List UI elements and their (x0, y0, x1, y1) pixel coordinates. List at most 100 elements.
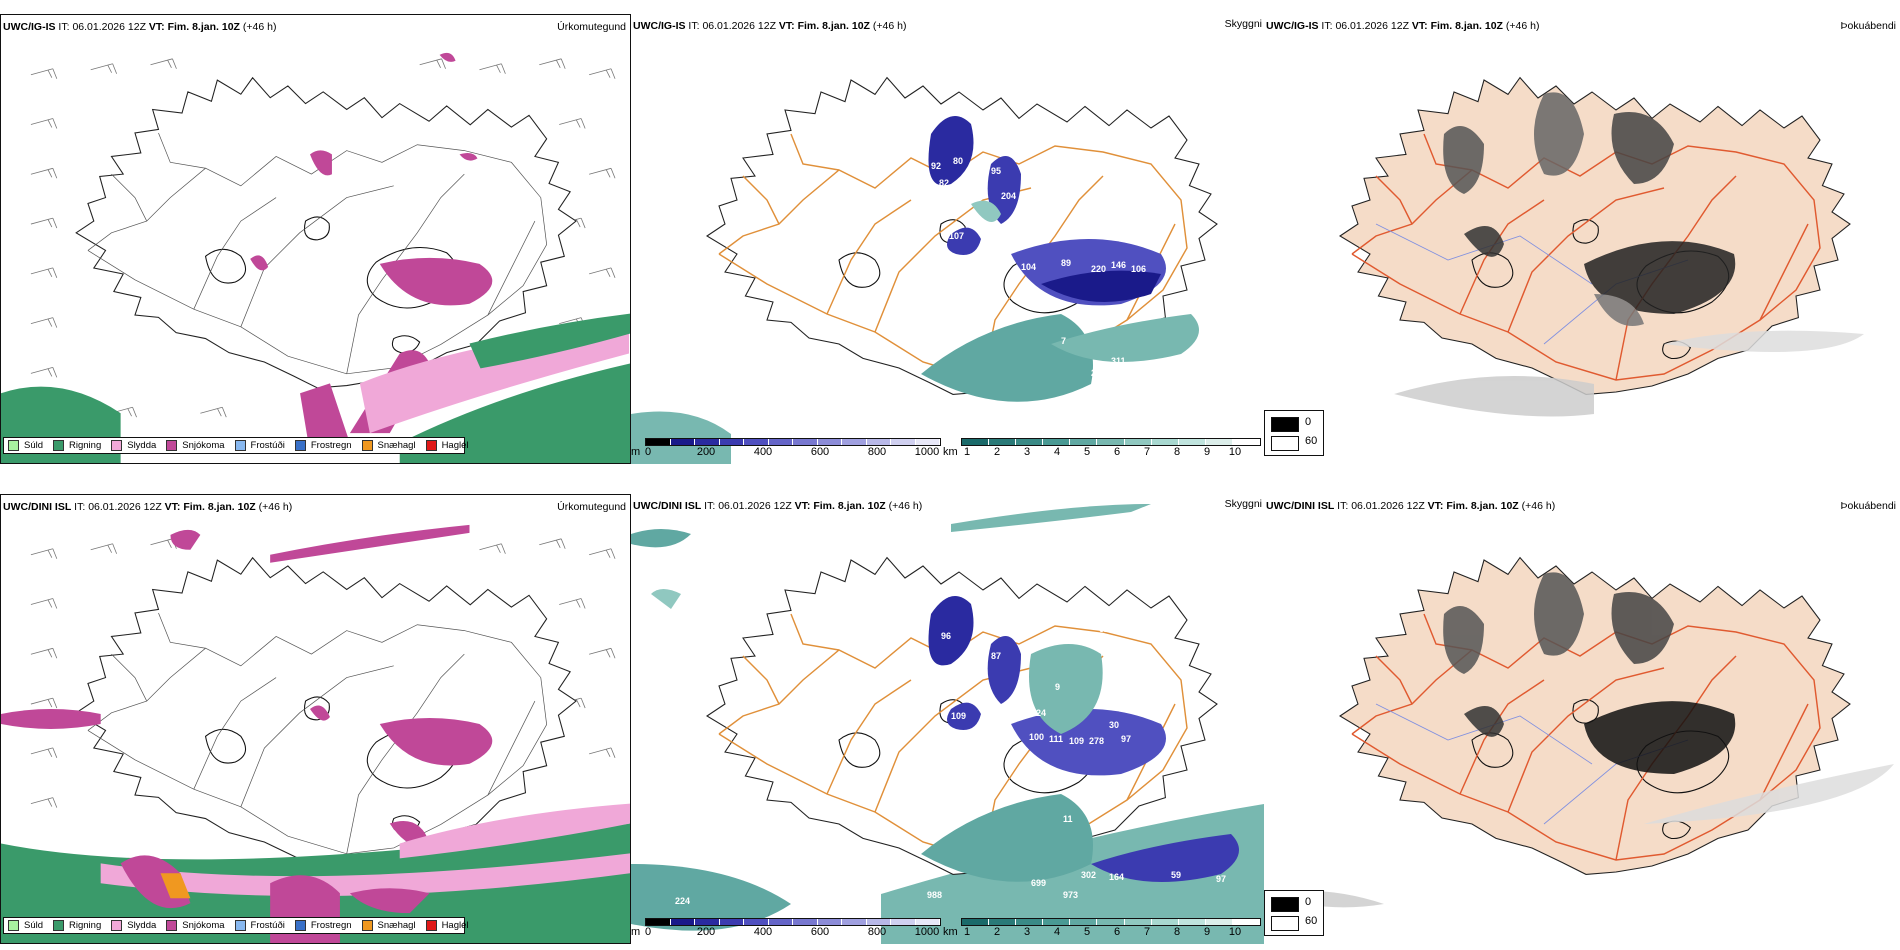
legend-item: Súld (8, 920, 43, 931)
ceiling-label: 107 (949, 231, 964, 241)
vt-label: VT: (1411, 20, 1428, 32)
visibility-tick: 3 (1023, 926, 1031, 938)
lead-time: (+46 h) (888, 500, 923, 512)
field-name: Skyggni (1224, 18, 1262, 30)
ceiling-label: 30 (1109, 720, 1119, 730)
ceiling-label: 124 (1031, 708, 1046, 718)
legend-item: Frostregn (294, 920, 352, 931)
it-value: 06.01.2026 12Z (1351, 500, 1425, 512)
ceiling-value-labels: 96 87 10 109 100 111 109 278 97 140 124 … (675, 624, 1226, 906)
visibility-tick: 2 (993, 926, 1001, 938)
ceiling-label: 59 (1171, 870, 1181, 880)
visibility-tick: 7 (1143, 446, 1151, 458)
ceiling-areas (921, 596, 1239, 882)
legend-item: Rigning (53, 920, 101, 931)
it-label: IT: (74, 501, 86, 513)
precip-type-map-row2 (1, 524, 630, 943)
visibility-tick: 10 (1228, 446, 1242, 458)
visibility-tick: 4 (1053, 446, 1061, 458)
legend-item: Slydda (111, 920, 156, 931)
visibility-tick: 9 (1203, 446, 1211, 458)
ceiling-tick: 200 (696, 926, 716, 938)
ceiling-tick: 400 (753, 446, 773, 458)
ceiling-tick: 1000 (914, 926, 940, 938)
legend-item: Snæhagl (361, 440, 416, 451)
vt-value: Fim. 8.jan. 10Z (167, 21, 240, 33)
ceiling-label: 10 (971, 664, 981, 674)
field-name: Þokuábendi (1840, 500, 1896, 512)
ceiling-label: 104 (1021, 262, 1036, 272)
visibility-tick: 6 (1113, 446, 1121, 458)
fog-legend-label: 60 (1305, 915, 1318, 927)
fog-legend-label: 60 (1305, 435, 1318, 447)
field-name: Úrkomutegund (557, 501, 626, 513)
model-name: UWC/IG-IS (1266, 20, 1319, 32)
fog-legend-label: 0 (1305, 896, 1312, 908)
visibility-map-row2: 96 87 10 109 100 111 109 278 97 140 124 … (631, 504, 1264, 944)
ceiling-label: 146 (1111, 260, 1126, 270)
legend-item: Snjókoma (166, 440, 225, 451)
ceiling-colorbar: m 0 200 400 600 800 1000 (631, 918, 941, 944)
lead-time: (+46 h) (242, 21, 277, 33)
vt-value: Fim. 8.jan. 10Z (813, 500, 886, 512)
ceiling-label: 96 (941, 631, 951, 641)
visibility-tick: 10 (1228, 926, 1242, 938)
fog-legend-label: 0 (1305, 416, 1312, 428)
it-value: 06.01.2026 12Z (718, 500, 792, 512)
ceiling-label: 699 (1031, 878, 1046, 888)
ceiling-label: 278 (1089, 736, 1104, 746)
fog-legend-swatch (1271, 916, 1299, 931)
panel-header: UWC/DINI ISL IT: 06.01.2026 12Z VT: Fim.… (3, 501, 292, 513)
it-label: IT: (1321, 20, 1333, 32)
ceiling-label: 95 (991, 166, 1001, 176)
fog-areas (1394, 92, 1864, 417)
visibility-tick: 5 (1083, 446, 1091, 458)
ceiling-label: 143 (1071, 396, 1086, 406)
it-label: IT: (58, 21, 70, 33)
fog-areas (1264, 572, 1894, 908)
ceiling-colorbar-strip (645, 438, 941, 446)
fog-legend-swatch (1271, 436, 1299, 451)
legend-item: Rigning (53, 440, 101, 451)
legend-item: Súld (8, 440, 43, 451)
panel-fog-row2: UWC/DINI ISL IT: 06.01.2026 12Z VT: Fim.… (1264, 494, 1900, 944)
ceiling-label: 97 (1216, 874, 1226, 884)
ceiling-label: 973 (1063, 890, 1078, 900)
ceiling-value-labels: 80 95 92 82 204 107 104 89 220 146 106 9… (931, 116, 1146, 436)
precip-areas (1, 524, 630, 943)
panel-precip-type-row2: UWC/DINI ISL IT: 06.01.2026 12Z VT: Fim.… (0, 494, 631, 944)
fog-legend-row2: 0 60 (1264, 890, 1324, 936)
panel-header: UWC/DINI ISL IT: 06.01.2026 12Z VT: Fim.… (1266, 500, 1555, 512)
panel-visibility-row2: 96 87 10 109 100 111 109 278 97 140 124 … (631, 494, 1264, 944)
ceiling-tick: 200 (696, 446, 716, 458)
ceiling-colorbar: m 0 200 400 600 800 1000 (631, 438, 941, 464)
ceiling-label: 988 (927, 890, 942, 900)
ceiling-label: 111 (1049, 734, 1063, 744)
legend-item: Frostúði (234, 440, 285, 451)
ceiling-label: 9 (1055, 682, 1060, 692)
ceiling-label: 142 (1031, 402, 1046, 412)
model-name: UWC/DINI ISL (1266, 500, 1335, 512)
panel-header: UWC/IG-IS IT: 06.01.2026 12Z VT: Fim. 8.… (3, 21, 276, 33)
fog-legend-swatch (1271, 417, 1299, 432)
ceiling-label: 11 (1063, 814, 1073, 824)
visibility-tick: 6 (1113, 926, 1121, 938)
legend-item: Haglél (425, 920, 469, 931)
legend-item: Slydda (111, 440, 156, 451)
model-name: UWC/DINI ISL (633, 500, 702, 512)
visibility-areas-background (631, 504, 1264, 944)
visibility-tick: 1 (963, 446, 971, 458)
ceiling-label: 164 (1109, 872, 1124, 882)
ceiling-label: 311 (1111, 356, 1126, 366)
it-label: IT: (688, 20, 700, 32)
ceiling-label: 106 (1131, 264, 1146, 274)
fog-legend-row1: 0 60 (1264, 410, 1324, 456)
visibility-colorbar: km 1 2 3 4 5 6 7 8 9 10 (943, 438, 1264, 464)
ceiling-label: 140 (1001, 730, 1016, 740)
ceiling-areas (631, 116, 1199, 464)
visibility-unit: km (943, 446, 958, 458)
legend-item: Snæhagl (361, 920, 416, 931)
it-label: IT: (1337, 500, 1349, 512)
ceiling-label: 7 (1061, 336, 1066, 346)
ceiling-label: 9 (1056, 214, 1061, 224)
